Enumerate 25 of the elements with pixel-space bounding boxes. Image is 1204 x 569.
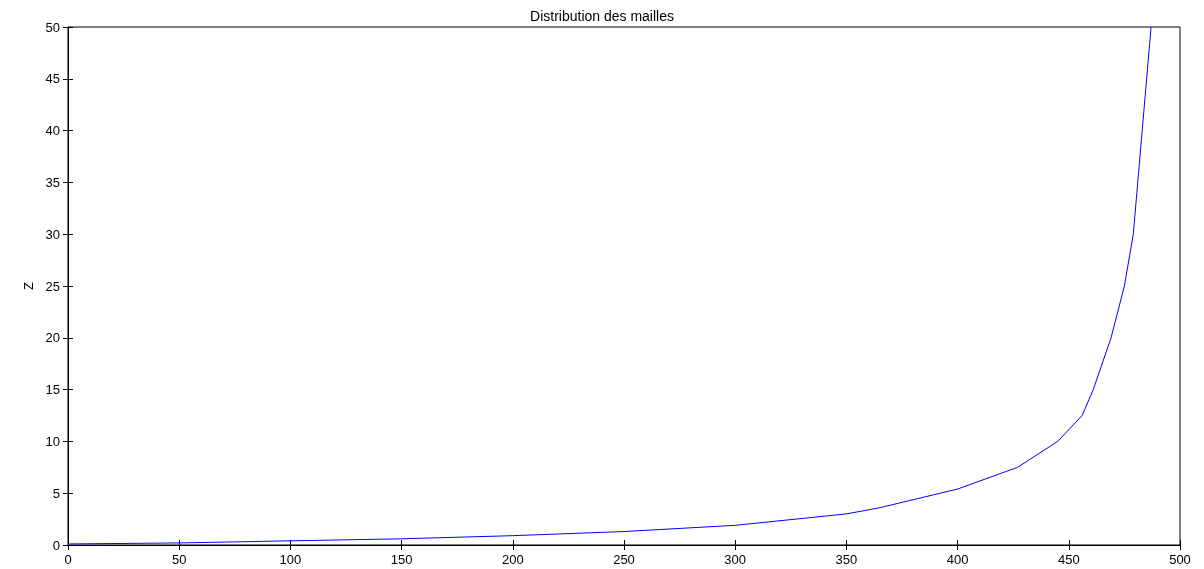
x-tick-label: 150 [390, 552, 413, 567]
x-tick-label: 50 [171, 552, 187, 567]
y-tick-label: 5 [52, 485, 60, 501]
y-tick-label: 45 [45, 71, 60, 87]
y-tick-label: 20 [45, 330, 60, 346]
y-tick-label: 40 [45, 123, 60, 139]
y-tick-label: 15 [45, 382, 60, 398]
x-tick-label: 500 [1169, 552, 1191, 567]
y-tick-label: 35 [45, 174, 60, 190]
x-tick-label: 350 [835, 552, 858, 567]
x-tick-label: 450 [1057, 552, 1080, 567]
y-axis-title: Z [20, 281, 36, 290]
x-tick-label: 200 [501, 552, 524, 567]
y-tick-label: 50 [45, 19, 60, 35]
x-tick-label: 250 [613, 552, 635, 567]
x-tick-label: 0 [64, 552, 72, 567]
line-series [67, 26, 1152, 545]
y-tick-label: 30 [45, 226, 60, 242]
x-tick-label: 400 [946, 552, 969, 567]
x-tick-label: 100 [279, 552, 302, 567]
y-tick-label: 10 [45, 433, 60, 449]
x-tick-label: 300 [724, 552, 747, 567]
y-tick-label: 0 [52, 537, 60, 553]
y-tick-label: 25 [45, 278, 60, 294]
chart-title: Distribution des mailles [530, 8, 674, 24]
